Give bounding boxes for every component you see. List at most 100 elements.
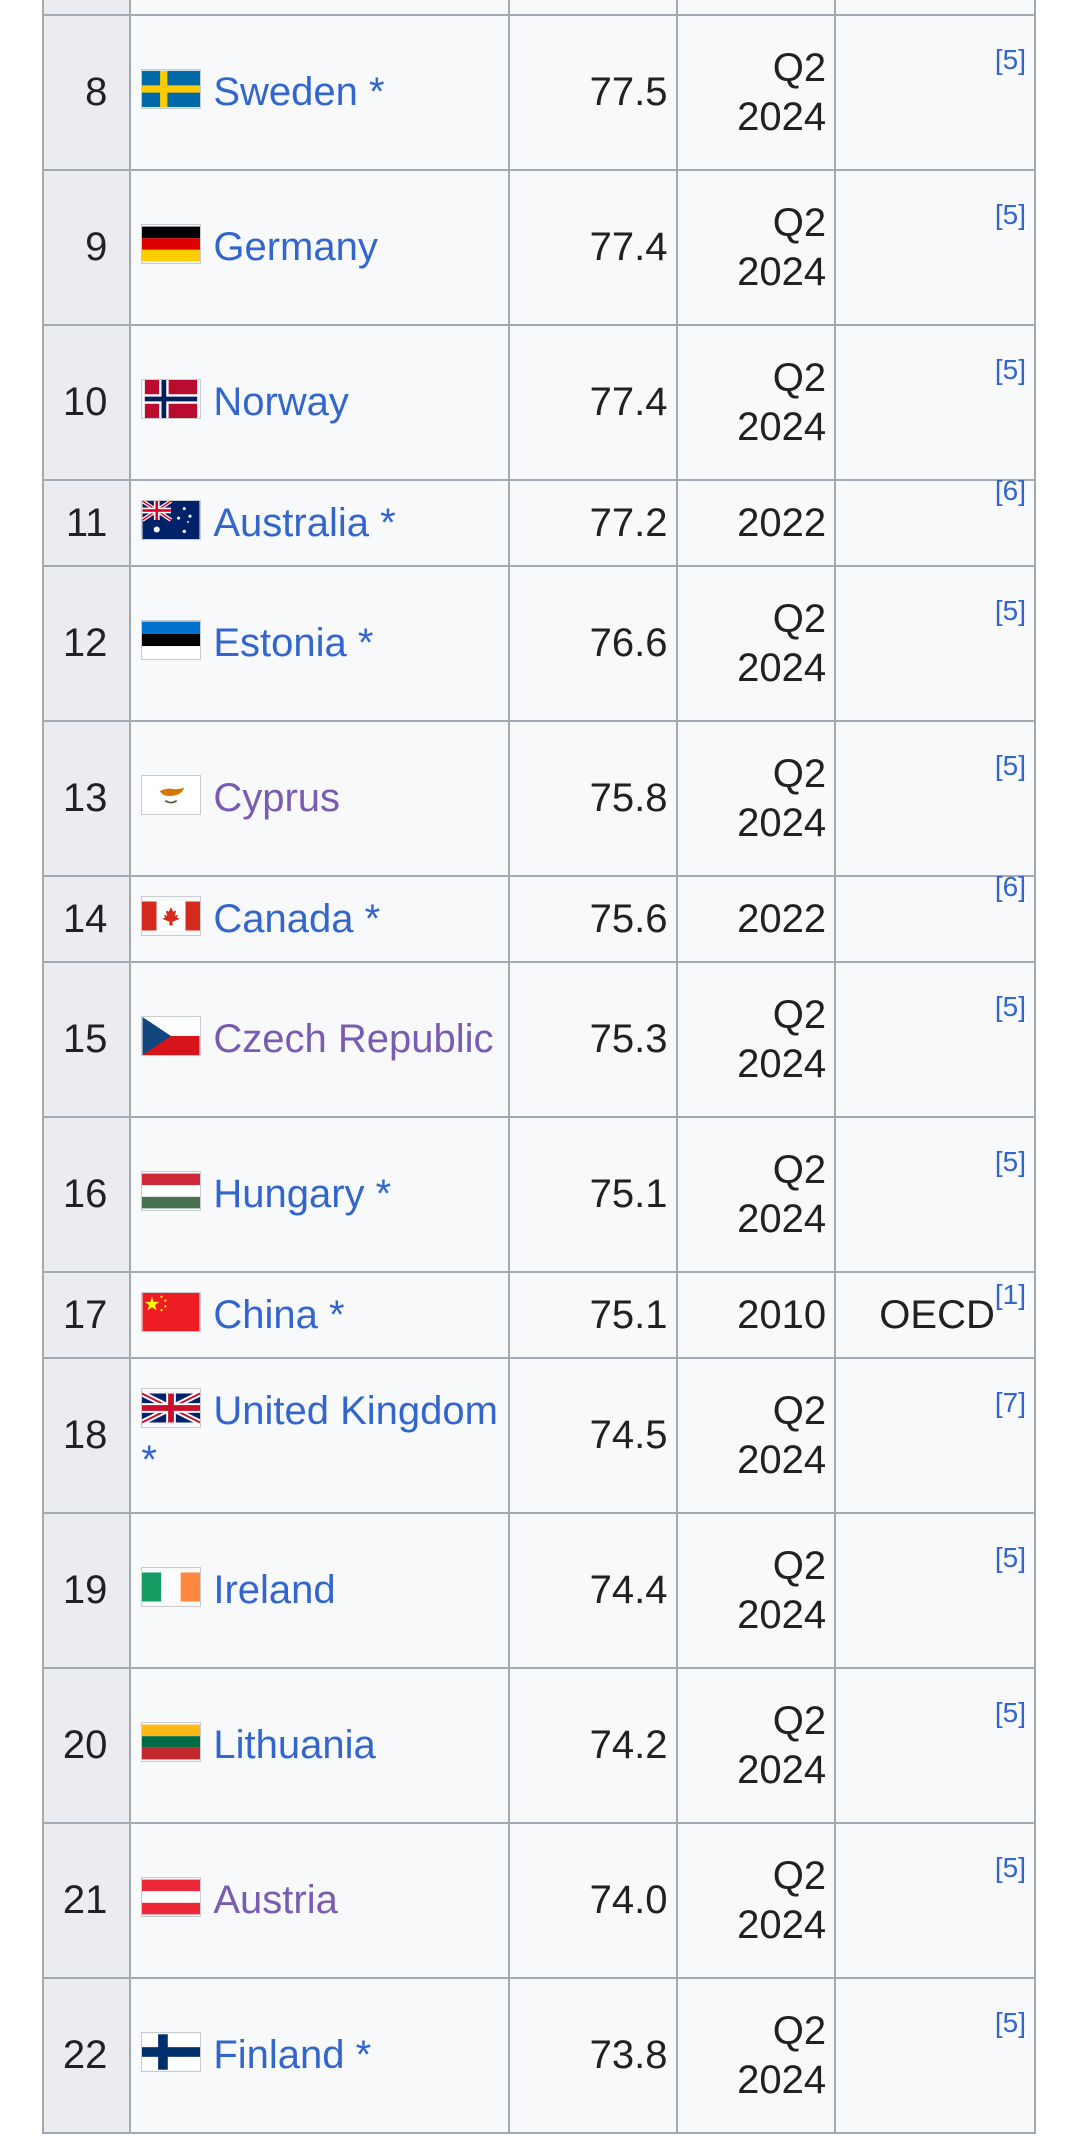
date-year: 2024 — [737, 645, 827, 690]
employment-rate-table: 8 Sweden * 77.5 Q2 2024 [5] 9 Germany 77.4 Q2 2024… — [42, 0, 1036, 2134]
reference-content: [5] — [836, 2009, 1026, 2068]
country-link[interactable]: Estonia * — [213, 621, 374, 666]
country-cell — [129, 0, 510, 16]
reference-content: [5] — [836, 1854, 1026, 1913]
country-link[interactable]: Germany — [213, 225, 378, 270]
country-link[interactable]: Austria — [213, 1878, 338, 1923]
date-year: 2024 — [737, 94, 827, 139]
reference-cell: [5] — [834, 1977, 1036, 2134]
citation-link[interactable]: [5] — [994, 1542, 1026, 1574]
citation-link[interactable]: [6] — [994, 474, 1026, 506]
citation-link[interactable]: [5] — [994, 1852, 1026, 1884]
rank-number: 10 — [62, 380, 108, 425]
date-quarter: Q2 — [772, 751, 827, 796]
rank-cell: 10 — [42, 324, 132, 481]
citation-link[interactable]: [5] — [994, 199, 1026, 231]
citation-link[interactable]: [5] — [994, 750, 1026, 782]
date-quarter: Q2 — [772, 2008, 827, 2053]
citation-link[interactable]: [5] — [994, 1697, 1026, 1729]
value-cell: 74.5 — [507, 1357, 678, 1514]
country-cell: Cyprus — [129, 720, 510, 877]
reference-content: [5] — [836, 201, 1026, 260]
table-row: 10 Norway 77.4 Q2 2024 [5] — [42, 324, 1036, 481]
austria-flag-icon — [141, 1877, 202, 1918]
rank-number: 13 — [62, 776, 108, 821]
date-quarter: Q2 — [772, 992, 827, 1037]
czech-flag-icon — [141, 1016, 202, 1057]
reference-cell: [5] — [834, 1667, 1036, 1824]
citation-link[interactable]: [1] — [994, 1278, 1026, 1310]
value-cell: 73.8 — [507, 1977, 678, 2134]
date-year: 2024 — [737, 800, 827, 845]
value-cell: 76.6 — [507, 565, 678, 722]
country-link[interactable]: Norway — [213, 380, 349, 425]
employment-rate-value: 74.5 — [589, 1413, 668, 1458]
citation-link[interactable]: [5] — [994, 2007, 1026, 2039]
citation-link[interactable]: [5] — [994, 595, 1026, 627]
citation-link[interactable]: [5] — [994, 991, 1026, 1023]
country-link[interactable]: China * — [213, 1292, 345, 1337]
citation-link[interactable]: [5] — [994, 44, 1026, 76]
citation-link[interactable]: [7] — [994, 1387, 1026, 1419]
country-link[interactable]: Sweden * — [213, 70, 385, 115]
country-link[interactable]: United Kingdom * — [141, 1388, 498, 1482]
table-row: 15 Czech Republic 75.3 Q2 2024 [5] — [42, 961, 1036, 1118]
employment-rate-value: 77.5 — [589, 70, 668, 115]
employment-rate-value: 75.3 — [589, 1017, 668, 1062]
country-link[interactable]: Canada * — [213, 896, 381, 941]
date-cell: Q2 2024 — [675, 14, 837, 171]
date-year: 2024 — [737, 249, 827, 294]
country-cell: Sweden * — [129, 14, 510, 171]
reference-content: [6] — [836, 476, 1026, 536]
employment-rate-value: 76.6 — [589, 621, 668, 666]
citation-link[interactable]: [6] — [994, 870, 1026, 902]
reference-cell: OECD[1] — [834, 1271, 1036, 1359]
country-link[interactable]: Hungary * — [213, 1172, 392, 1217]
reference-cell: [5] — [834, 14, 1036, 171]
reference-cell — [834, 0, 1036, 16]
reference-content: [5] — [836, 46, 1026, 105]
employment-rate-value: 77.4 — [589, 380, 668, 425]
country-cell: Finland * — [129, 1977, 510, 2134]
citation: [6] — [995, 475, 1026, 506]
country-cell: Ireland — [129, 1512, 510, 1669]
reference-content: [5] — [836, 1699, 1026, 1758]
table-row: 22 Finland * 73.8 Q2 2024 [5] — [42, 1977, 1036, 2134]
citation: [5] — [995, 750, 1026, 781]
date-cell — [675, 0, 837, 16]
citation-link[interactable]: [5] — [994, 1146, 1026, 1178]
date-quarter: Q2 — [772, 1698, 827, 1743]
citation: [6] — [995, 871, 1026, 902]
citation: [5] — [995, 1542, 1026, 1573]
citation-link[interactable]: [5] — [994, 354, 1026, 386]
value-cell: 77.2 — [507, 479, 678, 567]
reference-cell: [5] — [834, 1822, 1036, 1979]
date-year: 2022 — [737, 896, 827, 941]
canada-flag-icon — [141, 895, 202, 936]
country-link[interactable]: Cyprus — [213, 776, 341, 821]
table-row: 8 Sweden * 77.5 Q2 2024 [5] — [42, 14, 1036, 171]
citation: [1] — [995, 1279, 1026, 1310]
value-cell: 77.5 — [507, 14, 678, 171]
country-link[interactable]: Finland * — [213, 2033, 372, 2078]
reference-content: OECD[1] — [836, 1280, 1026, 1340]
value-cell: 75.3 — [507, 961, 678, 1118]
rank-cell: 11 — [42, 479, 132, 567]
employment-rate-value: 75.8 — [589, 776, 668, 821]
employment-rate-value: 75.1 — [589, 1292, 668, 1337]
rank-number: 21 — [62, 1878, 108, 1923]
country-link[interactable]: Ireland — [213, 1568, 336, 1613]
country-link[interactable]: Australia * — [213, 500, 396, 545]
rank-number: 8 — [85, 70, 108, 115]
reference-cell: [5] — [834, 324, 1036, 481]
country-link[interactable]: Lithuania — [213, 1723, 376, 1768]
rank-number: 17 — [62, 1292, 108, 1337]
rank-cell: 16 — [42, 1116, 132, 1273]
rank-number: 15 — [62, 1017, 108, 1062]
reference-cell: [6] — [834, 872, 1036, 963]
table-row: 9 Germany 77.4 Q2 2024 [5] — [42, 169, 1036, 326]
germany-flag-icon — [141, 224, 202, 265]
country-link[interactable]: Czech Republic — [213, 1017, 494, 1062]
citation: [5] — [995, 1146, 1026, 1177]
rank-number: 19 — [62, 1568, 108, 1613]
